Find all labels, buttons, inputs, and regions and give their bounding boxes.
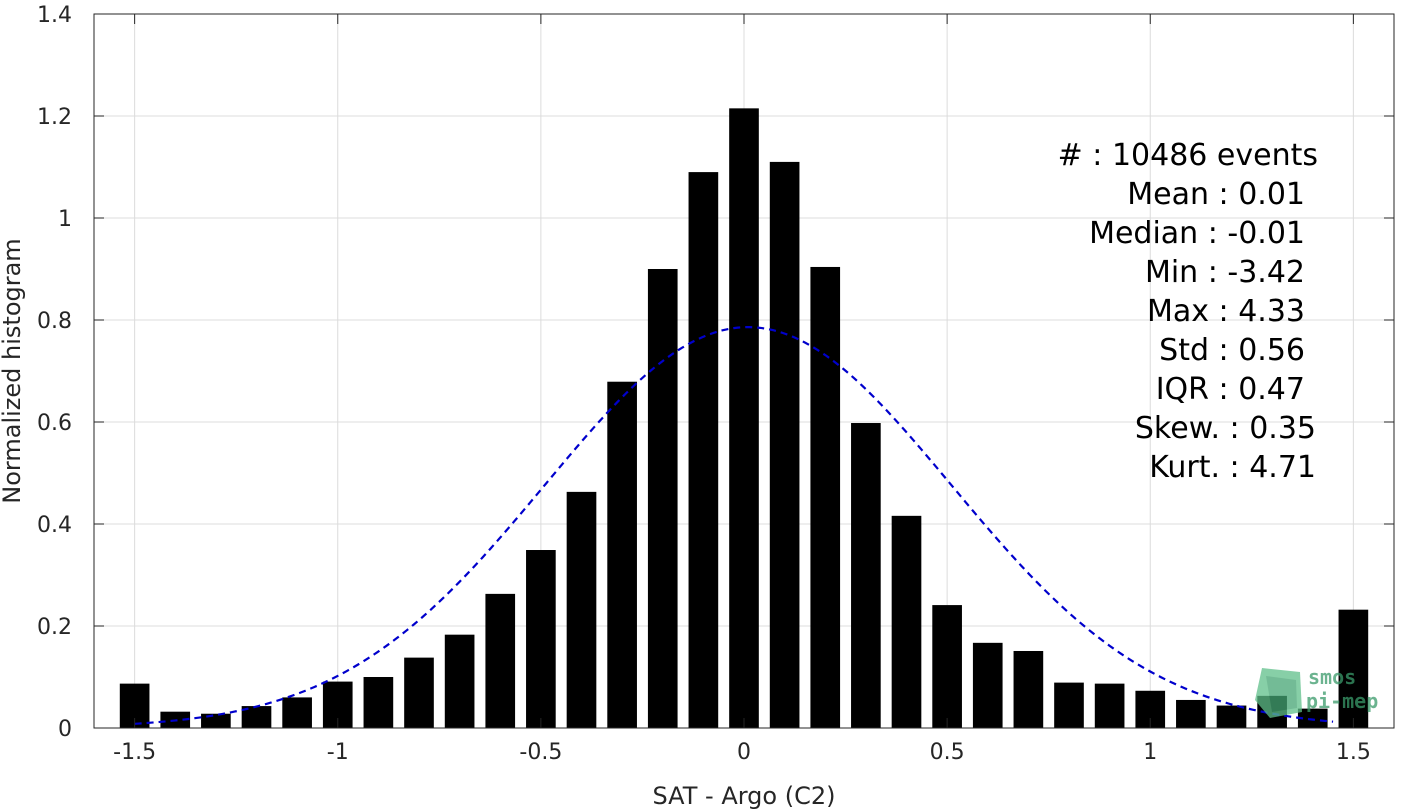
y-tick-label: 1 [58, 207, 72, 232]
histogram-bar [404, 657, 434, 728]
x-tick-label: -0.5 [519, 740, 562, 765]
stats-annotation: # : 10486 events Mean : 0.01 Median : -0… [1058, 138, 1318, 485]
x-tick-label: -1.5 [113, 740, 156, 765]
histogram-bar [607, 381, 637, 728]
stats-max: Max : 4.33 [1147, 294, 1305, 329]
logo-text-smos: smos [1308, 665, 1356, 689]
histogram-bar [688, 172, 719, 729]
y-tick-label: 0.8 [37, 309, 72, 334]
gaussian-fit [134, 326, 1334, 725]
logo-mark-shade-icon [1266, 676, 1297, 712]
y-tick-label: 1.2 [37, 105, 72, 130]
histogram-bar [769, 161, 800, 728]
histogram-bar [566, 491, 597, 728]
histogram-bar [1054, 682, 1084, 728]
histogram-bars [119, 108, 1369, 729]
y-tick-label: 0.6 [37, 411, 72, 436]
histogram-bar [1338, 609, 1369, 728]
histogram-bar [851, 423, 881, 728]
x-tick-label: 1 [1143, 740, 1157, 765]
stats-count: # : 10486 events [1058, 138, 1318, 173]
smos-pimep-logo: smos pi-mep [1255, 665, 1378, 718]
histogram-bar [1013, 650, 1044, 728]
x-tick-label: 0 [737, 740, 751, 765]
histogram-bar [201, 713, 231, 728]
stats-iqr: IQR : 0.47 [1156, 372, 1305, 407]
histogram-bar [1176, 699, 1206, 728]
axis-ticks: -1.5 -1 -0.5 0 0.5 1 1.5 0 0.2 0.4 0.6 0.8 1 1.2 1.4 [37, 3, 1394, 765]
stats-mean: Mean : 0.01 [1127, 177, 1305, 212]
histogram-bar [810, 266, 841, 728]
x-tick-label: 1.5 [1336, 740, 1371, 765]
y-tick-label: 0.2 [37, 615, 72, 640]
x-tick-label: -1 [327, 740, 349, 765]
fit-curve [134, 326, 1334, 725]
histogram-bar [282, 697, 312, 728]
stats-min: Min : -3.42 [1145, 255, 1305, 290]
histogram-bar [444, 634, 475, 728]
histogram-bar [485, 593, 516, 728]
histogram-bar [1216, 705, 1247, 728]
histogram-bar [972, 642, 1003, 728]
y-tick-label: 0 [58, 717, 72, 742]
histogram-bar [526, 550, 556, 728]
stats-median: Median : -0.01 [1089, 216, 1305, 251]
histogram-bar [1297, 708, 1328, 728]
logo-text-pimep: pi-mep [1306, 689, 1378, 713]
stats-std: Std : 0.56 [1159, 333, 1305, 368]
y-tick-label: 1.4 [37, 3, 72, 28]
histogram-bar [729, 108, 759, 729]
y-axis-label: Normalized histogram [0, 238, 26, 503]
x-axis-label: SAT - Argo (C2) [653, 782, 836, 810]
histogram-bar [1094, 683, 1125, 728]
histogram-bar [241, 706, 272, 728]
histogram-bar [932, 605, 962, 728]
stats-kurt: Kurt. : 4.71 [1149, 450, 1316, 485]
histogram-bar [647, 269, 678, 728]
stats-skew: Skew. : 0.35 [1135, 411, 1316, 446]
x-tick-label: 0.5 [930, 740, 965, 765]
histogram-bar [891, 515, 922, 728]
y-tick-label: 0.4 [37, 513, 72, 538]
histogram-bar [363, 677, 394, 728]
